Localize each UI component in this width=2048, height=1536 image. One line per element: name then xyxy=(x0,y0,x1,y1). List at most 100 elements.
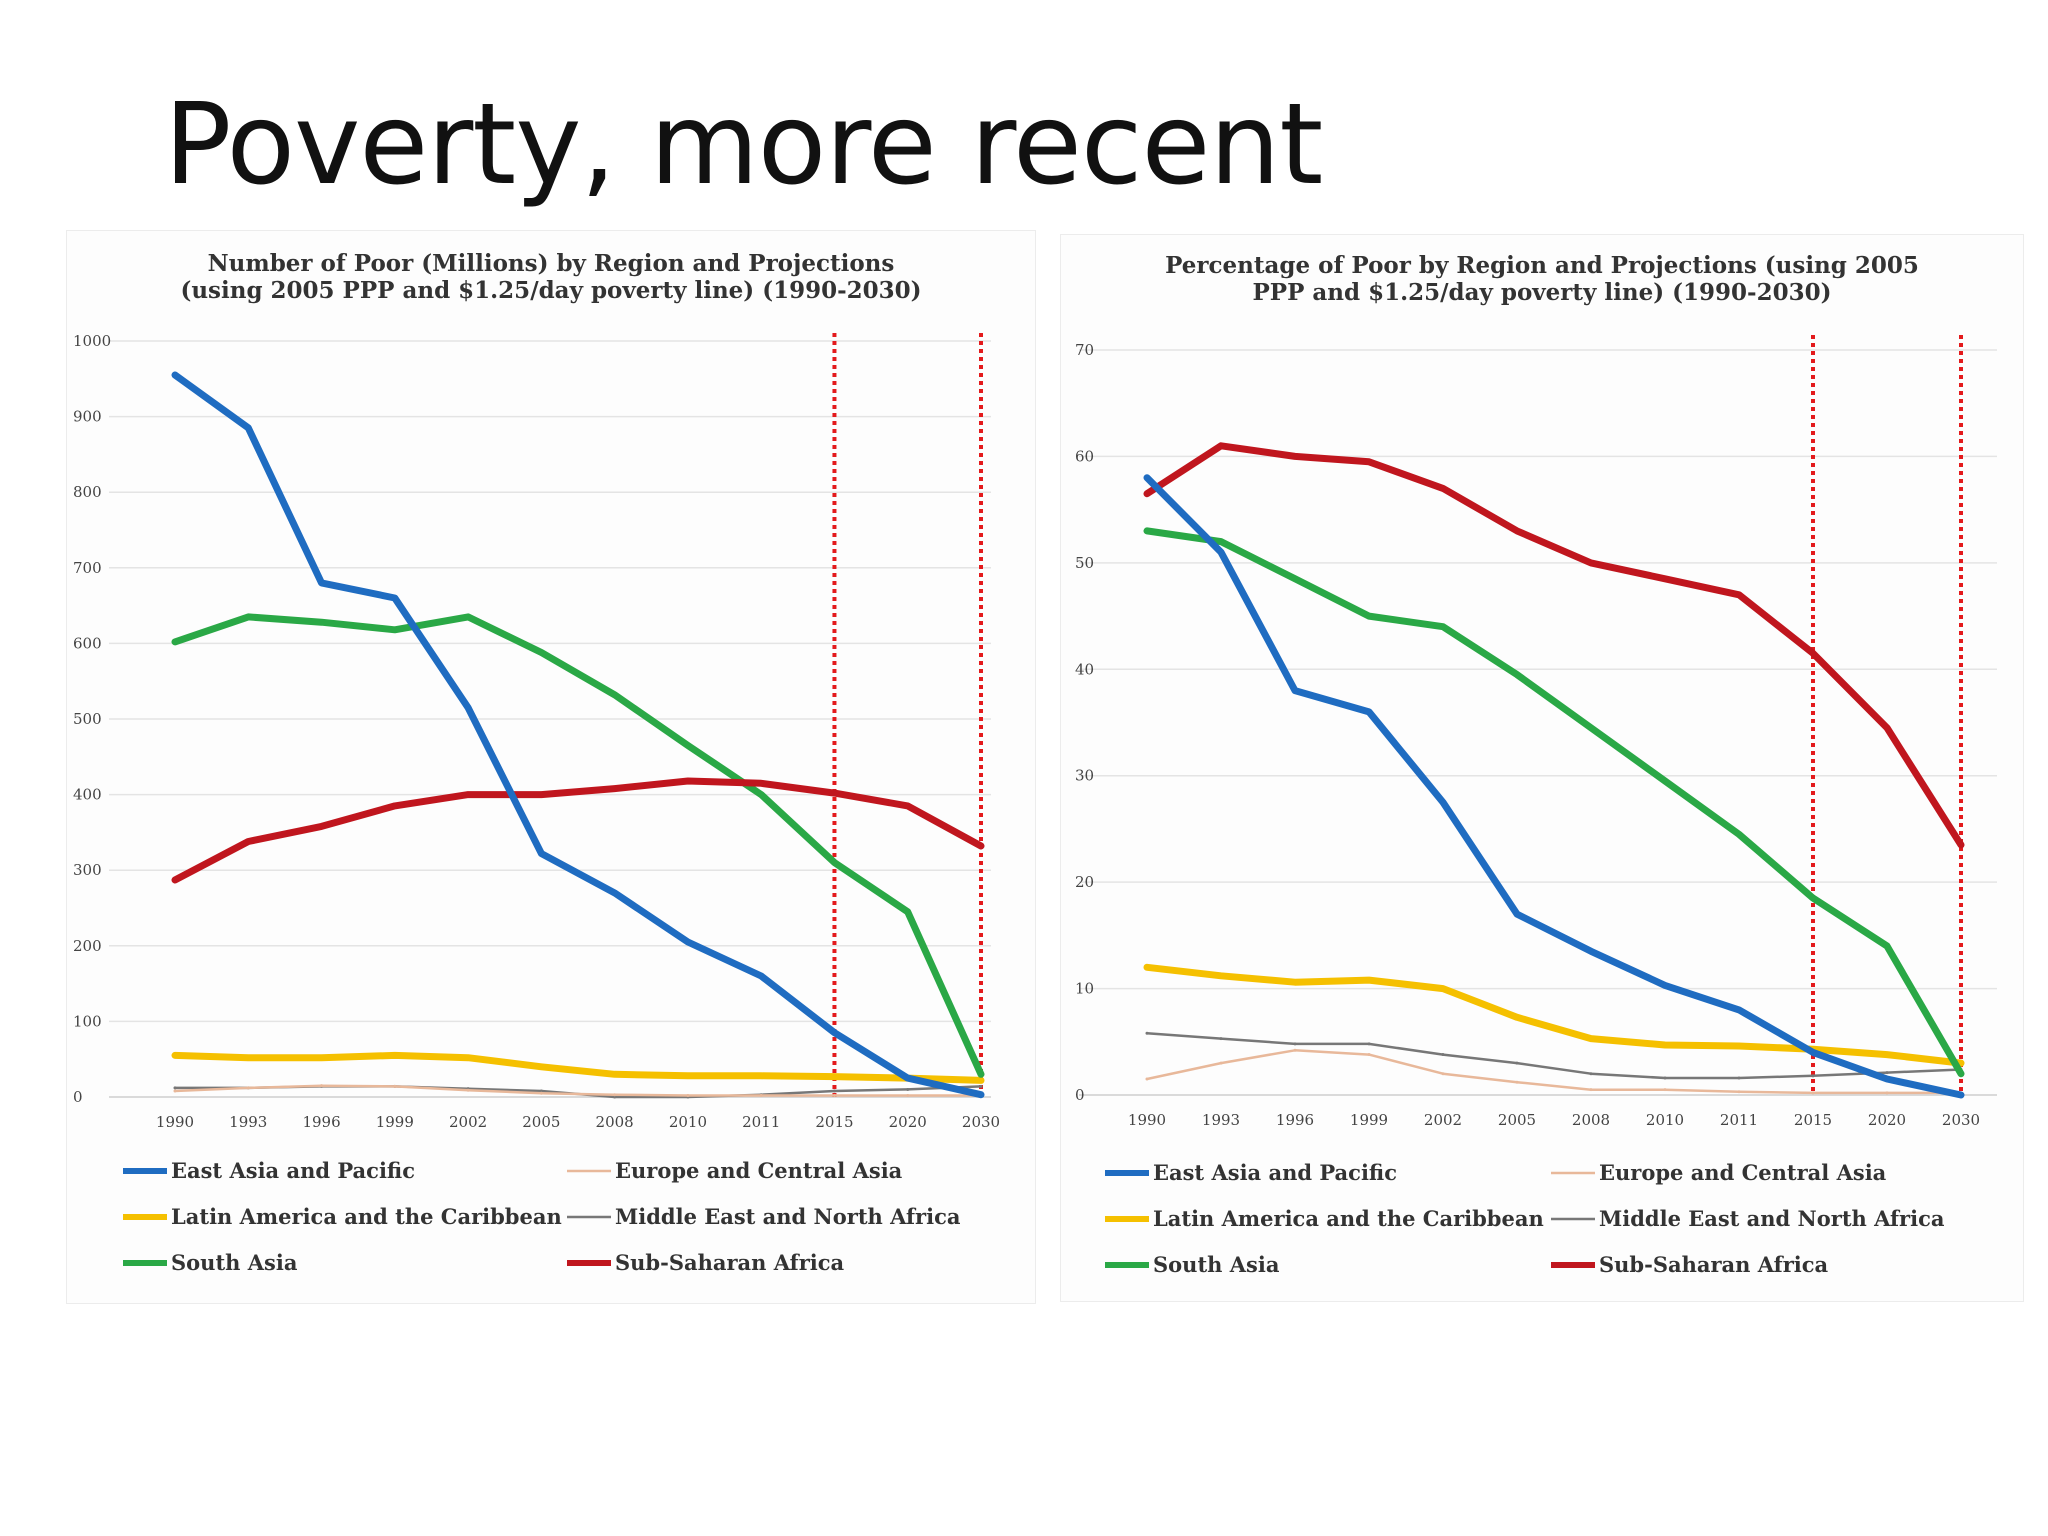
legend-label: South Asia xyxy=(1153,1252,1280,1277)
x-tick-label: 1990 xyxy=(1128,1111,1166,1129)
data-point xyxy=(979,1084,983,1088)
legend-label: South Asia xyxy=(171,1250,298,1275)
slide-title: Poverty, more recent xyxy=(164,80,1323,210)
legend-item-middle-east-and-north-africa: Middle East and North Africa xyxy=(1551,1206,1945,1231)
data-point xyxy=(1366,708,1372,715)
legend-label: Europe and Central Asia xyxy=(615,1158,903,1183)
legend-item-latin-america-and-the-caribbean: Latin America and the Caribbean xyxy=(123,1204,562,1229)
data-point xyxy=(465,613,472,620)
y-tick-label: 70 xyxy=(1075,341,1094,359)
data-point xyxy=(245,1054,252,1061)
y-tick-label: 700 xyxy=(73,559,102,577)
data-point xyxy=(611,691,618,698)
data-point xyxy=(758,1072,765,1079)
data-point xyxy=(1514,1014,1520,1021)
x-tick-label: 2005 xyxy=(1498,1111,1536,1129)
data-point xyxy=(1292,453,1298,460)
series-line-south-asia xyxy=(1143,527,1965,1078)
data-point xyxy=(1514,911,1520,918)
data-point xyxy=(391,595,398,602)
data-point xyxy=(1366,458,1372,465)
data-point xyxy=(391,1052,398,1059)
data-point xyxy=(538,1063,545,1070)
series-south-asia xyxy=(171,613,985,1078)
data-point xyxy=(1589,1088,1593,1092)
data-point xyxy=(1884,1051,1890,1058)
x-tick-label: 2030 xyxy=(962,1113,1000,1131)
data-point xyxy=(1440,623,1446,630)
data-point xyxy=(1737,1076,1741,1080)
x-tick-label: 2011 xyxy=(1720,1111,1758,1129)
data-point xyxy=(978,1077,984,1084)
legend-label: Sub-Saharan Africa xyxy=(615,1250,845,1275)
y-tick-label: 20 xyxy=(1075,873,1094,891)
data-point xyxy=(684,1072,691,1079)
series-line-latin-america-and-the-caribbean xyxy=(171,1051,985,1084)
data-point xyxy=(1144,474,1150,481)
data-point xyxy=(318,619,325,626)
x-tick-label: 2010 xyxy=(669,1113,707,1131)
chart-number-of-poor: Number of Poor (Millions) by Region and … xyxy=(73,250,1000,1275)
x-tick-label: 2020 xyxy=(889,1113,927,1131)
data-point xyxy=(318,579,325,586)
legend-label: Middle East and North Africa xyxy=(615,1204,961,1229)
x-tick-label: 2010 xyxy=(1646,1111,1684,1129)
data-point xyxy=(173,1089,177,1093)
data-point xyxy=(318,823,325,830)
data-point xyxy=(1588,724,1594,731)
data-point xyxy=(320,1084,324,1088)
data-point xyxy=(1440,485,1446,492)
y-tick-label: 800 xyxy=(73,483,102,501)
data-point xyxy=(1514,527,1520,534)
data-point xyxy=(978,1091,984,1098)
data-point xyxy=(1662,982,1668,989)
data-point xyxy=(1663,1076,1667,1080)
x-tick-label: 2020 xyxy=(1868,1111,1906,1129)
x-tick-label: 1996 xyxy=(302,1113,340,1131)
y-tick-label: 0 xyxy=(1075,1086,1085,1104)
data-point xyxy=(1219,1037,1223,1041)
data-point xyxy=(1736,591,1742,598)
data-point xyxy=(1515,1061,1519,1065)
series-line-europe-and-central-asia xyxy=(173,1084,983,1097)
data-point xyxy=(1662,1041,1668,1048)
legend-item-latin-america-and-the-caribbean: Latin America and the Caribbean xyxy=(1105,1206,1544,1231)
legend-item-sub-saharan-africa: Sub-Saharan Africa xyxy=(567,1250,845,1275)
data-point xyxy=(611,1071,618,1078)
legend-label: Latin America and the Caribbean xyxy=(171,1204,562,1229)
legend-label: Latin America and the Caribbean xyxy=(1153,1206,1544,1231)
y-tick-label: 50 xyxy=(1075,554,1094,572)
data-point xyxy=(1218,442,1224,449)
chart-percentage-of-poor: Percentage of Poor by Region and Project… xyxy=(1075,252,1997,1277)
data-point xyxy=(172,372,178,379)
data-point xyxy=(1588,559,1594,566)
data-point xyxy=(538,649,545,656)
series-sub-saharan-africa xyxy=(171,777,985,884)
data-point xyxy=(831,1029,838,1036)
data-point xyxy=(1293,1042,1297,1046)
y-tick-label: 30 xyxy=(1075,767,1094,785)
y-tick-label: 500 xyxy=(73,710,102,728)
x-tick-label: 1996 xyxy=(1276,1111,1314,1129)
data-point xyxy=(1515,1080,1519,1084)
x-tick-label: 1999 xyxy=(376,1113,414,1131)
legend-item-sub-saharan-africa: Sub-Saharan Africa xyxy=(1551,1252,1829,1277)
data-point xyxy=(1588,1035,1594,1042)
data-point xyxy=(1810,895,1816,902)
data-point xyxy=(1810,1049,1816,1056)
data-point xyxy=(1736,1043,1742,1050)
data-point xyxy=(1811,1091,1815,1095)
series-sub-saharan-africa xyxy=(1143,442,1965,849)
data-point xyxy=(906,1087,910,1091)
legend-item-europe-and-central-asia: Europe and Central Asia xyxy=(567,1158,903,1183)
data-point xyxy=(172,638,178,645)
legend-label: Europe and Central Asia xyxy=(1599,1160,1887,1185)
data-point xyxy=(758,973,765,980)
data-point xyxy=(538,850,545,857)
data-point xyxy=(1441,1072,1445,1076)
data-point xyxy=(1218,549,1224,556)
y-tick-label: 0 xyxy=(73,1088,83,1106)
data-point xyxy=(1589,1072,1593,1076)
data-point xyxy=(684,777,691,784)
data-point xyxy=(832,1093,836,1097)
